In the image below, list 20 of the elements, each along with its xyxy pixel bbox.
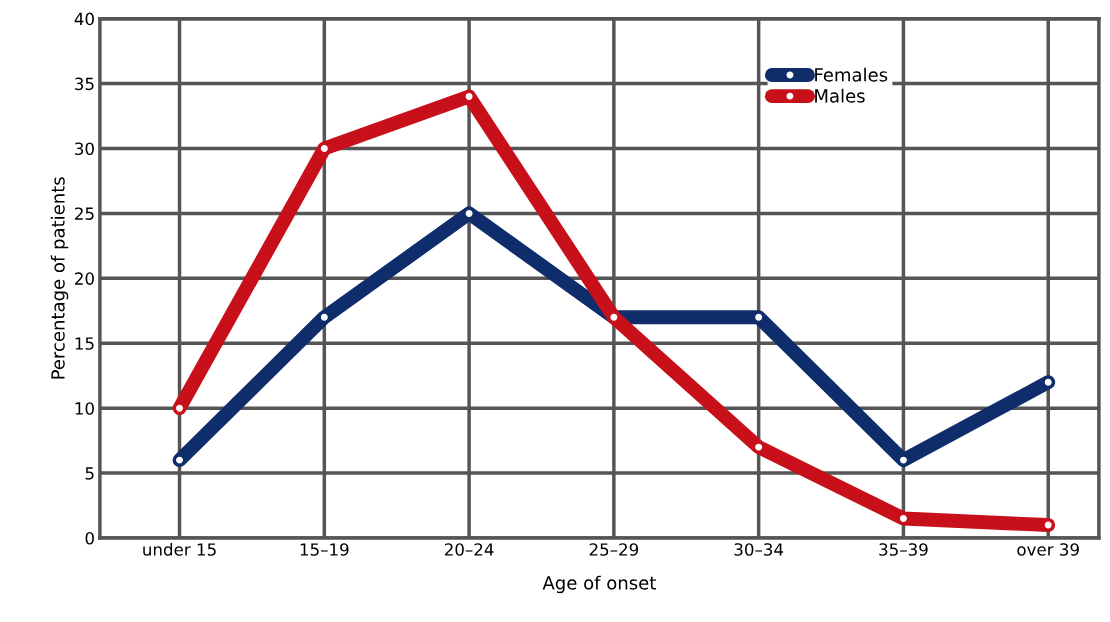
x-tick-label: over 39 (1017, 543, 1079, 556)
x-tick-label: under 15 (143, 542, 216, 556)
legend-label: Males (815, 88, 865, 103)
y-tick-label: 30 (75, 142, 94, 156)
legend-label: Females (815, 67, 888, 82)
y-tick-label: 40 (74, 12, 94, 26)
y-tick-label: 10 (75, 402, 94, 415)
y-axis-title: Percentage of patients (50, 177, 69, 379)
x-tick-label: 20–24 (444, 543, 494, 556)
y-tick-label: 35 (75, 77, 94, 91)
x-axis-title: Age of onset (542, 575, 656, 594)
x-tick-label: 35–39 (879, 543, 928, 556)
y-tick-label: 15 (75, 337, 94, 350)
y-tick-label: 25 (75, 207, 94, 220)
y-tick-label: 5 (85, 467, 94, 480)
y-tick-label: 20 (75, 272, 94, 285)
x-tick-label: 25–29 (589, 543, 639, 556)
x-tick-label: 15–19 (300, 543, 349, 556)
x-tick-label: 30–34 (734, 543, 784, 556)
y-tick-label: 0 (85, 531, 94, 545)
